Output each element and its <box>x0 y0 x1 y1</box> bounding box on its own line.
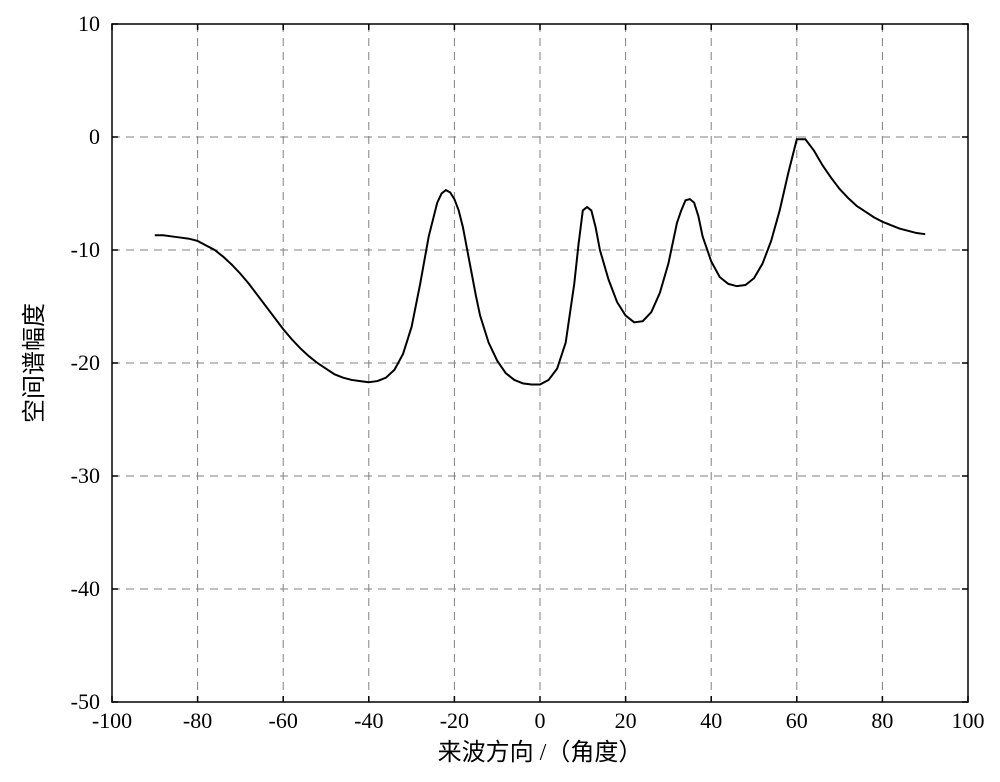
ytick-label: -10 <box>71 237 100 262</box>
xtick-label: -60 <box>269 708 298 733</box>
ylabel: 空间谱幅度 <box>21 303 48 423</box>
line-chart: -10 0 -80 -60 -40 -20 0 20 40 60 80 100 -50 -40 -30 -20… <box>0 0 1000 782</box>
xtick-label: 20 <box>615 708 637 733</box>
xtick-label: 100 <box>952 708 985 733</box>
xtick-label: -80 <box>183 708 212 733</box>
ytick-label: 10 <box>78 11 100 36</box>
xtick-label: 0 <box>535 708 546 733</box>
xtick-label: -20 <box>440 708 469 733</box>
ytick-label: -20 <box>71 350 100 375</box>
xtick-label: 40 <box>700 708 722 733</box>
ytick-label: 0 <box>89 124 100 149</box>
ytick-label: -40 <box>71 576 100 601</box>
ytick-label: -50 <box>71 689 100 714</box>
xtick-label: 60 <box>786 708 808 733</box>
xlabel: 来波方向 /（角度） <box>438 739 643 766</box>
xtick-label: -40 <box>354 708 383 733</box>
chart-container: -10 0 -80 -60 -40 -20 0 20 40 60 80 100 -50 -40 -30 -20… <box>0 0 1000 782</box>
ytick-label: -30 <box>71 463 100 488</box>
xtick-label: 80 <box>871 708 893 733</box>
